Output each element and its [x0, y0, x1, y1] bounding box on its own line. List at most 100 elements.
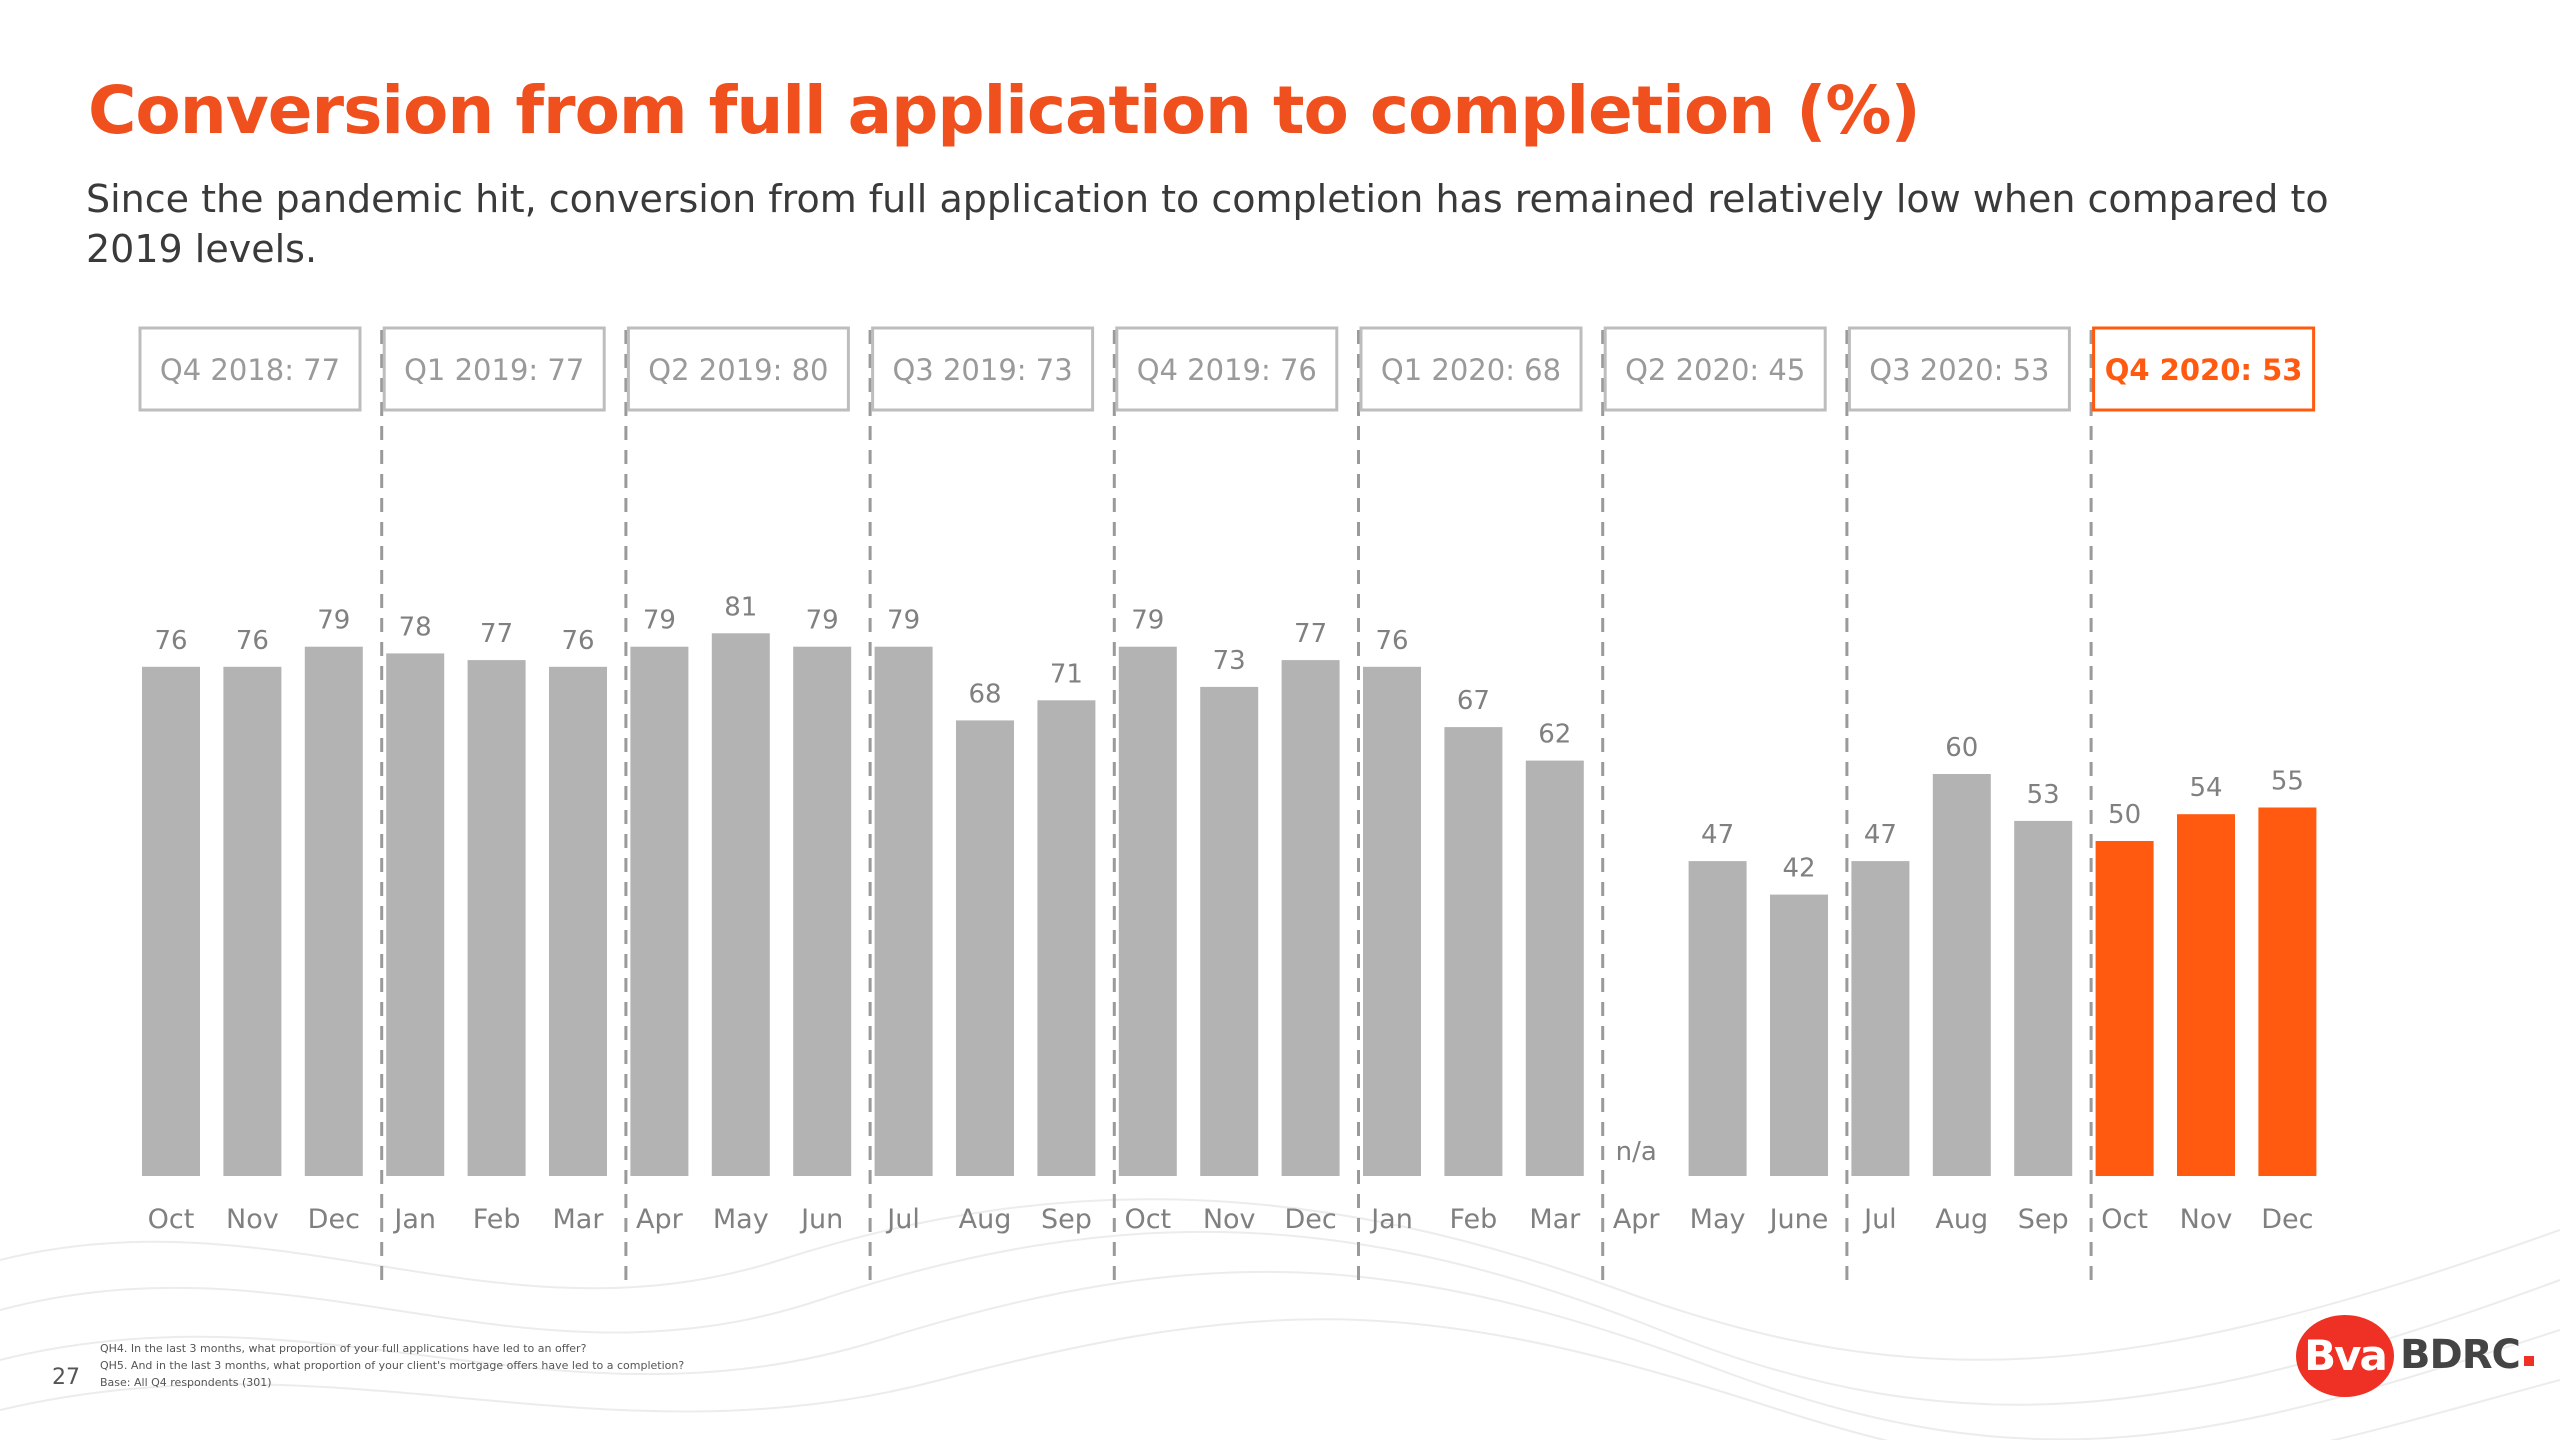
footnote-qh5: QH5. And in the last 3 months, what prop…: [100, 1359, 685, 1372]
bar: [1281, 660, 1340, 1176]
bar: [2095, 841, 2154, 1176]
bar-value-label: 42: [1782, 854, 1815, 884]
month-tick-label: June: [1768, 1204, 1829, 1235]
missing-value-label: n/a: [1616, 1137, 1657, 1167]
footnotes: QH4. In the last 3 months, what proporti…: [100, 1340, 684, 1391]
month-tick-label: Sep: [2018, 1204, 2069, 1235]
month-tick-label: Dec: [308, 1204, 360, 1235]
bar: [1037, 700, 1096, 1176]
bar-value-label: 71: [1050, 659, 1083, 689]
quarter-summary-label: Q4 2019: 76: [1137, 353, 1317, 387]
month-tick-label: Oct: [1124, 1204, 1171, 1235]
month-tick-label: Oct: [2101, 1204, 2148, 1235]
quarter-summary-box: [138, 326, 362, 412]
month-tick-label: Mar: [1529, 1204, 1581, 1235]
bar: [1444, 727, 1503, 1176]
quarter-summary-box: [2092, 326, 2316, 412]
bar-value-label: 79: [1131, 606, 1164, 636]
bar-value-label: 73: [1213, 646, 1246, 676]
bar-value-label: 76: [1375, 626, 1408, 656]
bar: [304, 646, 363, 1176]
bar: [630, 646, 689, 1176]
bar-value-label: 77: [1294, 619, 1327, 649]
month-tick-label: Jul: [1862, 1204, 1897, 1235]
month-tick-label: Apr: [1613, 1204, 1661, 1235]
bar-value-label: 78: [399, 612, 432, 642]
bar: [142, 666, 200, 1176]
quarter-summary-box: [1847, 326, 2071, 412]
month-tick-label: Jan: [1369, 1204, 1413, 1235]
month-tick-label: Aug: [959, 1204, 1012, 1235]
bar: [956, 720, 1014, 1176]
month-tick-label: May: [1690, 1204, 1746, 1235]
quarter-summary-label: Q3 2019: 73: [892, 353, 1072, 387]
bar-value-label: 53: [2027, 780, 2060, 810]
month-tick-label: Dec: [2261, 1204, 2313, 1235]
quarter-summary-box: [382, 326, 606, 412]
bar: [1770, 894, 1828, 1176]
bar-value-label: 67: [1457, 686, 1490, 716]
bar: [874, 646, 933, 1176]
bar-value-label: 76: [236, 626, 269, 656]
month-tick-label: Jun: [799, 1204, 843, 1235]
slide-subtitle: Since the pandemic hit, conversion from …: [86, 177, 2329, 271]
quarter-summary-box: [1603, 326, 1827, 412]
month-tick-label: Aug: [1935, 1204, 1988, 1235]
bar-value-label: 55: [2271, 767, 2304, 797]
quarter-summary-label: Q4 2018: 77: [160, 353, 340, 387]
bar-value-label: 47: [1701, 820, 1734, 850]
month-tick-label: Nov: [1203, 1204, 1256, 1235]
month-tick-label: Sep: [1041, 1204, 1092, 1235]
slide-title: Conversion from full application to comp…: [88, 72, 1921, 149]
bar: [1932, 774, 1991, 1176]
background-decoration: [0, 1198, 2560, 1440]
conversion-bar-chart: Q4 2018: 77 76 Oct 76 Nov 79 Dec Q1 2019: 77 78 J…: [138, 326, 2317, 1290]
bar-value-label: 50: [2108, 800, 2141, 830]
quarter-summary-label: Q1 2020: 68: [1381, 353, 1561, 387]
month-tick-label: Oct: [148, 1204, 195, 1235]
month-tick-label: Jan: [392, 1204, 436, 1235]
logo-wordmark: BDRC: [2400, 1332, 2521, 1378]
quarter-summary-box: [871, 326, 1095, 412]
month-tick-label: Nov: [226, 1204, 279, 1235]
bar: [386, 653, 445, 1176]
logo-badge: Bva: [2296, 1315, 2394, 1397]
bar: [2014, 820, 2073, 1176]
quarter-summary-label: Q2 2020: 45: [1625, 353, 1805, 387]
bar-value-label: 79: [317, 606, 350, 636]
footnote-qh4: QH4. In the last 3 months, what proporti…: [100, 1342, 587, 1355]
bar-value-label: 54: [2189, 773, 2222, 803]
quarter-summary-label: Q3 2020: 53: [1869, 353, 2049, 387]
quarter-summary-label: Q1 2019: 77: [404, 353, 584, 387]
bar-value-label: 47: [1864, 820, 1897, 850]
quarter-summary-box: [626, 326, 850, 412]
bar-value-label: 81: [724, 592, 757, 622]
bar: [1688, 861, 1747, 1176]
bar: [549, 666, 607, 1176]
bar-value-label: 76: [561, 626, 594, 656]
bar: [223, 666, 282, 1176]
month-tick-label: Jul: [885, 1204, 920, 1235]
bar: [2258, 807, 2317, 1176]
bar-value-label: 79: [887, 606, 920, 636]
bar: [1363, 666, 1421, 1176]
bar-value-label: 62: [1538, 720, 1571, 750]
bar-value-label: 79: [643, 606, 676, 636]
bar-value-label: 76: [154, 626, 187, 656]
month-tick-label: Apr: [636, 1204, 684, 1235]
month-tick-label: Nov: [2180, 1204, 2233, 1235]
bar-value-label: 68: [968, 679, 1001, 709]
bar: [1525, 760, 1584, 1176]
month-tick-label: Dec: [1284, 1204, 1336, 1235]
bar: [1118, 646, 1177, 1176]
bar: [2177, 814, 2235, 1176]
quarter-summary-box: [1359, 326, 1583, 412]
bar: [1851, 861, 1910, 1176]
bar: [467, 660, 526, 1176]
quarter-summary-label: Q2 2019: 80: [648, 353, 828, 387]
bar: [793, 646, 852, 1176]
bar: [1200, 686, 1259, 1176]
month-tick-label: Feb: [1449, 1204, 1497, 1235]
bva-bdrc-logo: Bva BDRC: [2296, 1312, 2536, 1402]
month-tick-label: Feb: [473, 1204, 521, 1235]
